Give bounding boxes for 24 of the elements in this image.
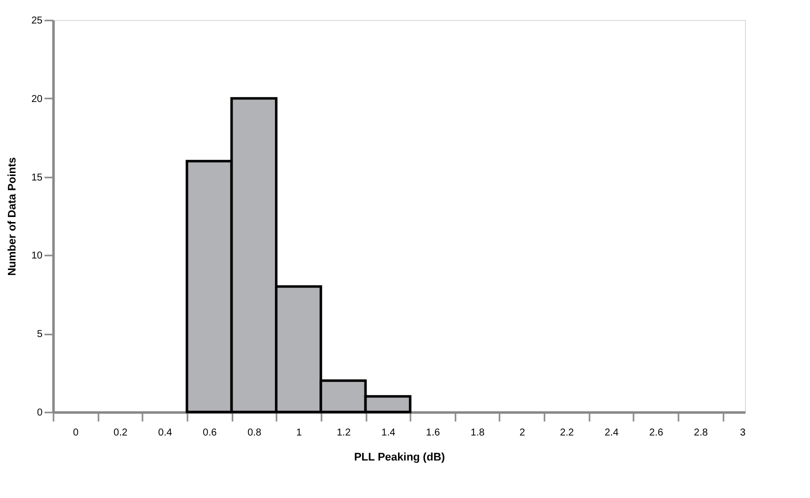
x-tick-label: 1.4 <box>381 428 396 438</box>
x-tick-label: 0 <box>73 428 80 438</box>
x-tick-label: 2.4 <box>604 428 619 438</box>
x-tick-label: 0.8 <box>247 428 262 438</box>
y-tick-label: 25 <box>31 16 43 26</box>
y-tick-label: 0 <box>36 408 43 418</box>
x-tick-label: 2 <box>519 428 526 438</box>
x-tick-label: 1.6 <box>426 428 440 438</box>
x-tick-label: 1 <box>296 428 302 438</box>
x-tick-label: 1.2 <box>336 428 352 438</box>
x-tick-label: 0.2 <box>114 428 128 438</box>
x-tick-label: 0.4 <box>158 428 172 438</box>
x-tick-label: 2.8 <box>694 428 708 438</box>
x-tick-label: 0.6 <box>202 428 218 438</box>
x-tick-label: 2.6 <box>649 428 664 438</box>
x-tick-label: 2.2 <box>560 428 574 438</box>
x-tick-label: 1.8 <box>470 428 486 438</box>
x-tick-label: 3 <box>740 428 746 438</box>
y-tick-label: 15 <box>31 172 43 184</box>
y-axis-title: Number of Data Points <box>6 157 18 276</box>
y-tick-label: 5 <box>36 329 43 340</box>
x-axis-title: PLL Peaking (dB) <box>354 452 446 464</box>
y-tick-label: 20 <box>31 94 43 105</box>
y-tick-label: 10 <box>31 250 43 262</box>
